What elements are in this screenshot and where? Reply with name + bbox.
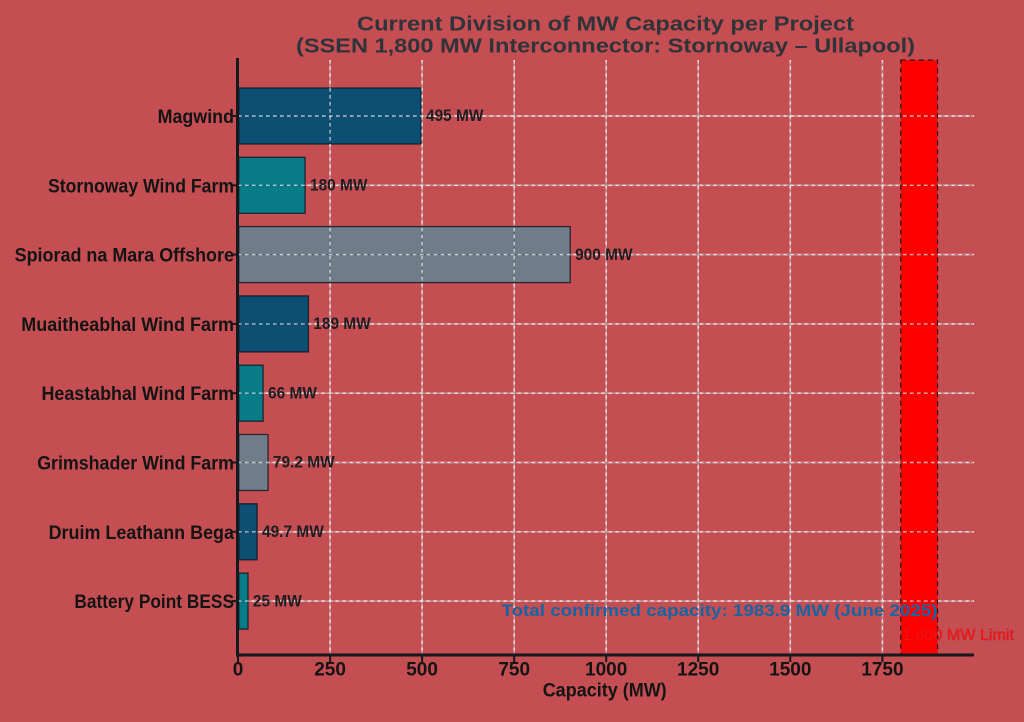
svg-text:250: 250 [314,660,346,681]
svg-text:500: 500 [406,660,438,681]
svg-text:Capacity (MW): Capacity (MW) [543,681,667,702]
svg-text:Heastabhal Wind Farm: Heastabhal Wind Farm [42,384,235,405]
svg-text:Grimshader Wind Farm: Grimshader Wind Farm [37,454,234,475]
svg-text:Stornoway Wind Farm: Stornoway Wind Farm [48,176,234,197]
svg-text:1250: 1250 [677,660,719,681]
svg-text:49.7 MW: 49.7 MW [262,522,324,541]
svg-text:Druim Leathann Bega: Druim Leathann Bega [49,523,235,544]
svg-text:Muaitheabhal Wind Farm: Muaitheabhal Wind Farm [21,315,234,336]
svg-text:Magwind: Magwind [158,107,234,128]
svg-text:Total confirmed capacity: 1983: Total confirmed capacity: 1983.9 MW (Jun… [502,602,938,620]
svg-text:(SSEN 1,800 MW Interconnector:: (SSEN 1,800 MW Interconnector: Stornoway… [296,35,915,57]
svg-text:79.2 MW: 79.2 MW [273,453,335,472]
svg-text:66 MW: 66 MW [268,383,317,402]
svg-text:750: 750 [498,660,530,681]
svg-text:25 MW: 25 MW [253,591,302,610]
svg-text:1000: 1000 [585,660,627,681]
svg-text:1500: 1500 [769,660,811,681]
svg-text:0: 0 [233,660,244,681]
svg-text:Battery Point BESS: Battery Point BESS [74,592,234,613]
svg-text:1750: 1750 [861,660,903,681]
svg-text:900 MW: 900 MW [575,245,633,264]
svg-text:180 MW: 180 MW [310,176,368,195]
svg-text:1,800 MW Limit: 1,800 MW Limit [902,627,1015,644]
svg-text:495 MW: 495 MW [426,106,484,125]
svg-text:Spiorad na Mara Offshore: Spiorad na Mara Offshore [15,246,234,267]
svg-text:Current Division of MW Capacit: Current Division of MW Capacity per Proj… [357,14,854,36]
svg-text:189 MW: 189 MW [313,314,371,333]
